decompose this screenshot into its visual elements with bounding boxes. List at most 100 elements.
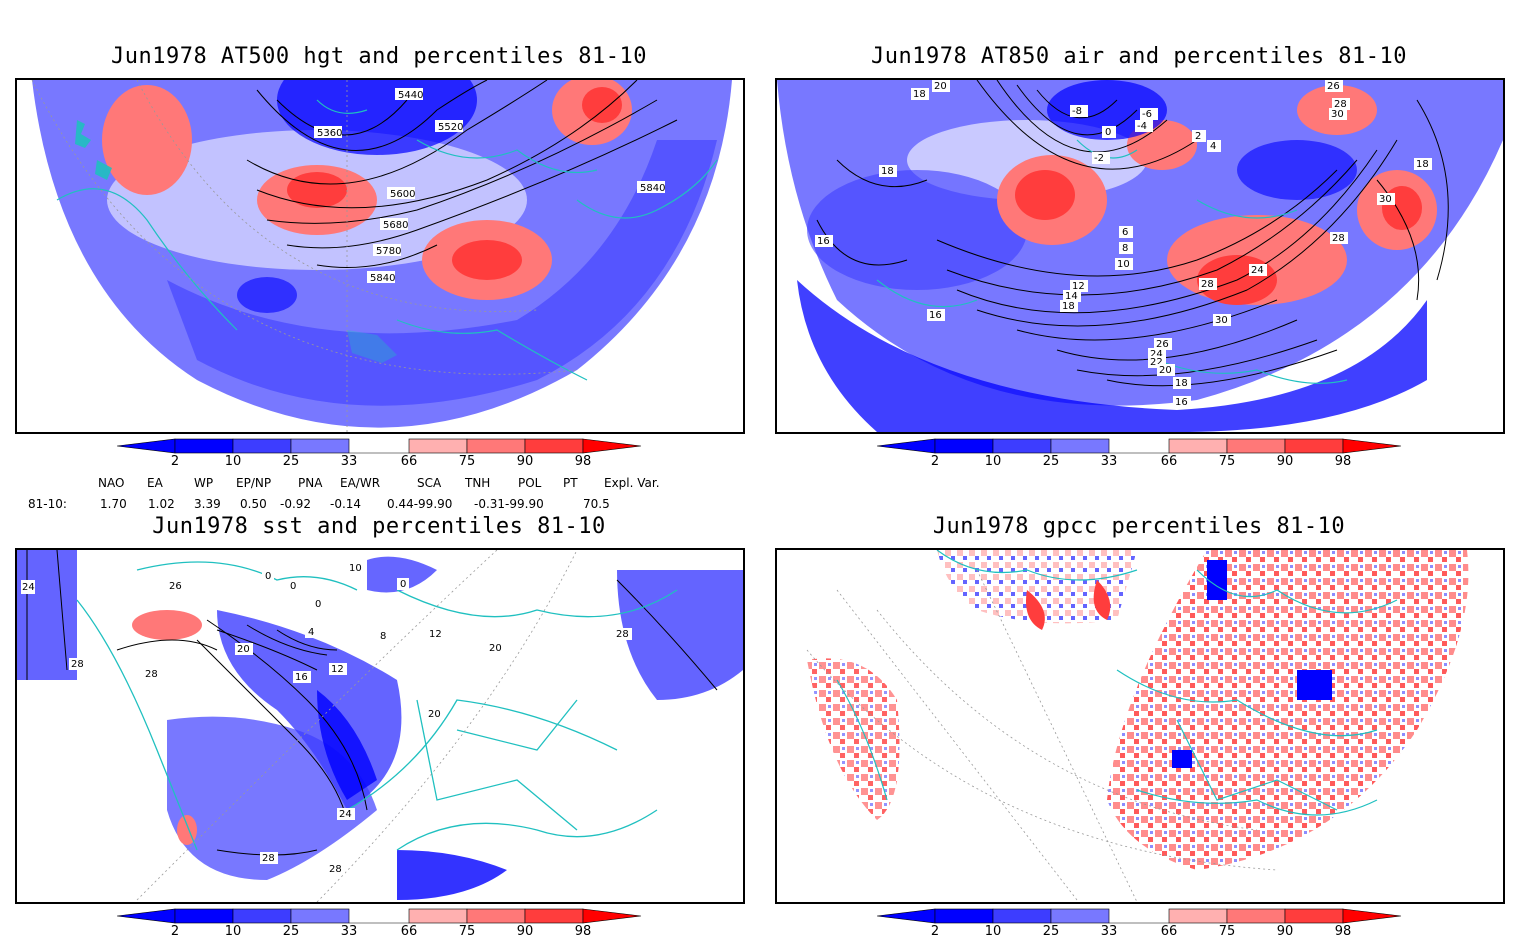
colorbar-swatch: [174, 438, 234, 454]
contour-label: 16: [295, 672, 308, 683]
colorbar-swatch: [524, 908, 584, 924]
contour-label: 20: [428, 709, 441, 720]
colorbar-tick-label: 2: [930, 924, 940, 939]
index-header-wp: WP: [194, 476, 214, 490]
colorbar-swatch: [408, 908, 468, 924]
colorbar-swatch: [1226, 438, 1286, 454]
colorbar-swatch: [992, 438, 1052, 454]
map-panel-air850: 20 18 -8 -6 -4 -2 0 2 4 26 28 30 18 18 1…: [775, 78, 1505, 434]
contour-label: -8: [1072, 106, 1082, 117]
contour-label: 30: [1379, 194, 1392, 205]
colorbar-tick-label: 98: [574, 924, 592, 939]
colorbar-tick-label: 33: [1100, 454, 1118, 469]
colorbar-gpcc: 2 10 25 33 66 75 90 98: [877, 908, 1417, 948]
contour-label: 28: [145, 669, 158, 680]
colorbar-tick-label: 10: [224, 924, 242, 939]
index-header-tnh: TNH: [465, 476, 491, 490]
contour-label: 5840: [370, 273, 395, 284]
colorbar-tick-label: 98: [1334, 924, 1352, 939]
colorbar-tick-label: 10: [984, 924, 1002, 939]
map-air850: 20 18 -8 -6 -4 -2 0 2 4 26 28 30 18 18 1…: [777, 80, 1503, 432]
colorbar-tick-label: 75: [458, 924, 476, 939]
colorbar-tick-label: 33: [340, 924, 358, 939]
contour-label: 24: [1150, 349, 1163, 360]
contour-label: 20: [489, 643, 502, 654]
colorbar-arrow-high: [582, 908, 642, 924]
colorbar-tick-label: 10: [984, 454, 1002, 469]
colorbar-arrow-high: [1342, 438, 1402, 454]
contour-label: 5780: [376, 246, 401, 257]
index-header-pna: PNA: [298, 476, 323, 490]
contour-label: 5600: [390, 189, 415, 200]
panel-title-hgt500: Jun1978 AT500 hgt and percentiles 81-10: [110, 44, 648, 69]
colorbar-swatch: [466, 908, 526, 924]
colorbar-arrow-low: [877, 908, 936, 924]
colorbar-hgt500: 2 10 25 33 66 75 90 98: [117, 438, 657, 478]
colorbar-tick-label: 2: [170, 924, 180, 939]
map-hgt500: 5440 5520 5360 5600 5680 5780 5840 5840: [31, 80, 732, 432]
colorbar-swatch: [1284, 908, 1344, 924]
map-gpcc: [806, 550, 1469, 902]
colorbar-tick-label: 75: [458, 454, 476, 469]
index-value-nao: 1.70: [100, 497, 127, 511]
contour-label: 28: [71, 659, 84, 670]
indices-table: NAO EA WP EP/NP PNA EA/WR SCA TNH POL PT…: [0, 476, 760, 512]
colorbar-arrow-high: [1342, 908, 1402, 924]
index-value-explvar: 70.5: [583, 497, 610, 511]
contour-label: 10: [349, 563, 362, 574]
colorbar-tick-label: 75: [1218, 454, 1236, 469]
colorbar-tick-label: 10: [224, 454, 242, 469]
index-header-pol: POL: [518, 476, 542, 490]
contour-label: 30: [1215, 315, 1228, 326]
contour-label: 18: [881, 166, 894, 177]
contour-label: 26: [169, 581, 182, 592]
colorbar-swatch: [232, 908, 292, 924]
index-value-eawr: -0.14: [330, 497, 362, 511]
contour-label: 5840: [640, 183, 665, 194]
contour-label: 24: [339, 809, 352, 820]
colorbar-tick-label: 2: [930, 454, 940, 469]
colorbar-tick-label: 90: [1276, 454, 1294, 469]
contour-label: 24: [1251, 265, 1264, 276]
index-header-sca: SCA: [417, 476, 442, 490]
contour-label: 16: [1175, 397, 1188, 408]
colorbar-tick-label: 2: [170, 454, 180, 469]
contour-label: 8: [380, 631, 386, 642]
map-sst: 24 26 28 0 0 0 4 10 8 12 16 20 20 28 24 …: [17, 550, 743, 902]
contour-label: 8: [1122, 243, 1128, 254]
colorbar-swatch: [174, 908, 234, 924]
contour-label: 4: [1210, 141, 1216, 152]
contour-label: 0: [290, 581, 296, 592]
contour-label: 5440: [398, 90, 423, 101]
colorbar-tick-label: 25: [1042, 454, 1060, 469]
contour-label: 14: [1065, 291, 1078, 302]
colorbar-tick-label: 90: [516, 924, 534, 939]
colorbar-swatches: [877, 438, 1402, 454]
colorbar-swatch: [934, 438, 994, 454]
colorbar-tick-label: 66: [1160, 454, 1178, 469]
colorbar-swatch: [992, 908, 1052, 924]
colorbar-tick-label: 66: [400, 454, 418, 469]
contour-label: 12: [429, 629, 442, 640]
contour-label: 12: [1072, 281, 1085, 292]
colorbar-swatch: [1050, 908, 1110, 924]
contour-label: 24: [22, 582, 35, 593]
index-header-pt: PT: [563, 476, 578, 490]
colorbar-arrow-low: [117, 908, 176, 924]
colorbar-tick-label: 75: [1218, 924, 1236, 939]
contour-label: 30: [1331, 109, 1344, 120]
contour-label: 4: [308, 627, 314, 638]
colorbar-swatch: [290, 908, 350, 924]
contour-label: 16: [817, 236, 830, 247]
map-panel-hgt500: 5440 5520 5360 5600 5680 5780 5840 5840: [15, 78, 745, 434]
contour-label: 26: [1156, 339, 1169, 350]
colorbar-swatches: [117, 438, 642, 454]
index-header-eawr: EA/WR: [340, 476, 381, 490]
colorbar-swatch: [1226, 908, 1286, 924]
contour-label: 28: [1334, 99, 1347, 110]
contour-label: -6: [1142, 109, 1152, 120]
colorbar-swatch: [1168, 438, 1228, 454]
colorbar-swatch: [524, 438, 584, 454]
panel-title-gpcc: Jun1978 gpcc percentiles 81-10: [932, 514, 1346, 539]
index-header-explvar: Expl. Var.: [604, 476, 660, 490]
